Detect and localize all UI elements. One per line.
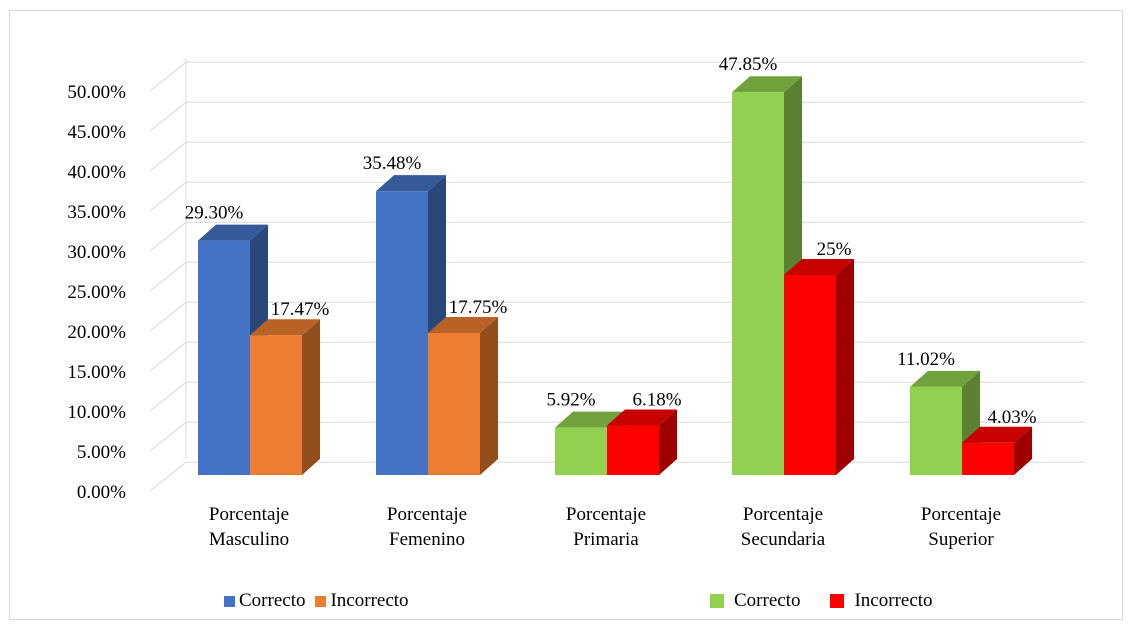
data-label: 4.03% xyxy=(987,407,1036,428)
bar-incorrecto-2 xyxy=(607,409,677,475)
gridline-depth xyxy=(149,101,187,132)
bar-front-face xyxy=(607,425,659,475)
data-label: 5.92% xyxy=(546,390,595,411)
legend-label-correcto: Correcto xyxy=(239,590,306,611)
category-label: Porcentaje xyxy=(743,504,823,525)
bar-top-face xyxy=(376,175,446,192)
y-tick-label: 50.00% xyxy=(67,82,126,103)
bar-side-face xyxy=(659,409,677,475)
legend-label-incorrecto: Incorrecto xyxy=(854,590,933,611)
y-tick-label: 35.00% xyxy=(67,202,126,223)
gridline-depth xyxy=(149,141,187,172)
data-label: 17.75% xyxy=(449,297,508,318)
bar-front-face xyxy=(198,240,250,475)
bar-top-face xyxy=(428,317,498,333)
legend-left: Correcto Incorrecto xyxy=(224,590,409,612)
category-label: Porcentaje xyxy=(921,504,1001,525)
bar-side-face xyxy=(302,319,320,475)
data-label: 25% xyxy=(817,239,852,260)
legend-swatch-correcto-green xyxy=(710,594,724,608)
bar-front-face xyxy=(376,191,428,475)
bar-incorrecto-0 xyxy=(250,319,320,475)
bar-incorrecto-1 xyxy=(428,317,498,475)
bar-top-face xyxy=(198,224,268,241)
category-label: Porcentaje xyxy=(387,504,467,525)
gridline-depth xyxy=(149,341,187,372)
bar-front-face xyxy=(732,92,784,475)
bar-top-face xyxy=(732,76,802,93)
gridline-depth xyxy=(149,181,187,212)
y-tick-label: 40.00% xyxy=(67,162,126,183)
gridline-depth xyxy=(149,61,187,92)
category-label: Superior xyxy=(928,529,994,550)
bar-top-face xyxy=(607,409,677,426)
legend-right: Correcto Incorrecto xyxy=(710,590,933,612)
y-tick-label: 45.00% xyxy=(67,122,126,143)
bar-front-face xyxy=(428,333,480,475)
bar-top-face xyxy=(555,411,625,428)
category-label: Secundaria xyxy=(741,529,826,550)
gridline-depth xyxy=(149,221,187,252)
chart-frame xyxy=(9,10,1123,620)
gridline-depth xyxy=(149,421,187,452)
y-tick-label: 10.00% xyxy=(67,402,126,423)
category-label: Porcentaje xyxy=(566,504,646,525)
category-label: Porcentaje xyxy=(209,504,289,525)
legend-label-correcto: Correcto xyxy=(734,590,801,611)
category-label: Femenino xyxy=(389,529,465,550)
bar-front-face xyxy=(784,275,836,475)
legend-swatch-incorrecto-orange xyxy=(315,595,327,607)
data-label: 29.30% xyxy=(185,203,244,224)
bar-incorrecto-3 xyxy=(784,259,854,475)
bar-incorrecto-4 xyxy=(962,426,1032,475)
bar-side-face xyxy=(836,259,854,475)
gridline-depth xyxy=(149,301,187,332)
bar-side-face xyxy=(1014,426,1032,475)
y-tick-label: 15.00% xyxy=(67,362,126,383)
bar-front-face xyxy=(910,386,962,475)
gridline-depth xyxy=(149,381,187,412)
data-label: 11.02% xyxy=(897,349,955,370)
data-label: 17.47% xyxy=(271,299,330,320)
y-tick-label: 25.00% xyxy=(67,282,126,303)
bar-side-face xyxy=(480,317,498,475)
data-label: 47.85% xyxy=(719,54,778,75)
bar-top-face xyxy=(962,426,1032,443)
y-tick-label: 5.00% xyxy=(77,442,126,463)
bar-top-face xyxy=(250,319,320,336)
data-label: 6.18% xyxy=(632,390,681,411)
legend-swatch-incorrecto-red xyxy=(830,594,845,608)
gridline-depth xyxy=(149,461,187,492)
category-label: Primaria xyxy=(573,529,639,550)
bar-top-face xyxy=(910,370,980,387)
bar-front-face xyxy=(250,335,302,475)
category-label: Masculino xyxy=(209,529,289,550)
y-tick-label: 0.00% xyxy=(77,482,126,503)
y-tick-label: 30.00% xyxy=(67,242,126,263)
bar-front-face xyxy=(962,442,1014,475)
legend-label-incorrecto: Incorrecto xyxy=(330,590,409,611)
data-label: 35.48% xyxy=(363,153,422,174)
bar-top-face xyxy=(784,259,854,275)
legend-swatch-correcto-blue xyxy=(224,595,235,607)
bar-front-face xyxy=(555,427,607,475)
y-tick-label: 20.00% xyxy=(67,322,126,343)
gridline-depth xyxy=(149,261,187,292)
